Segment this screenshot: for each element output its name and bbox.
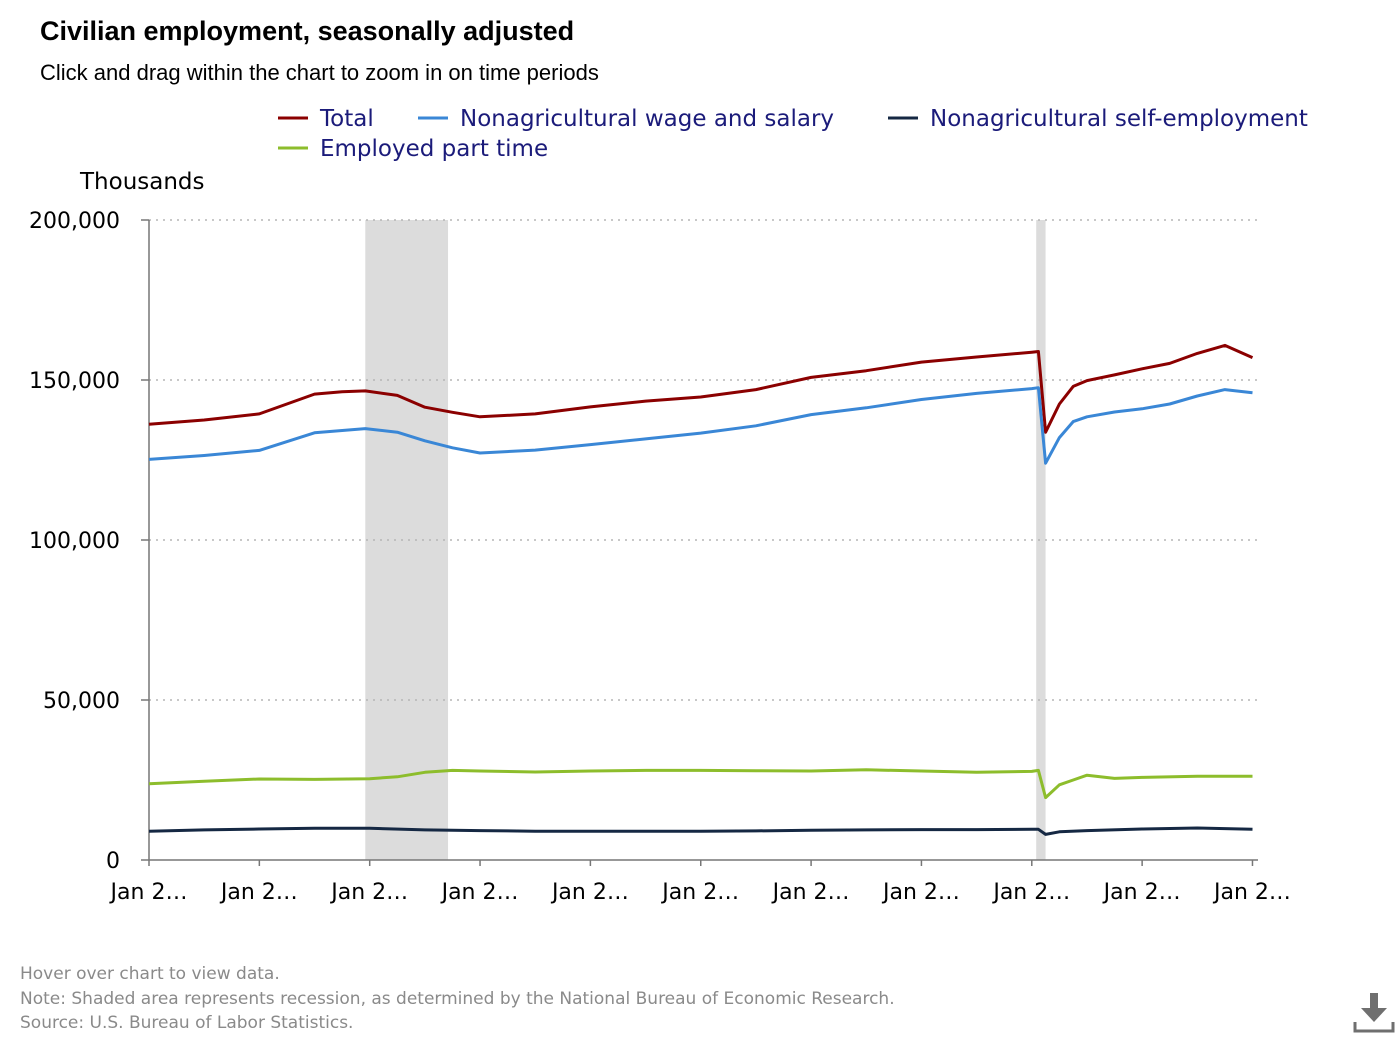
x-tick-label-4: Jan 2… xyxy=(550,880,629,905)
legend-label-3[interactable]: Employed part time xyxy=(320,136,548,162)
y-tick-label-3: 150,000 xyxy=(29,369,120,394)
y-tick-label-0: 0 xyxy=(106,849,120,874)
x-tick-label-7: Jan 2… xyxy=(881,880,960,905)
x-tick-label-1: Jan 2… xyxy=(219,880,298,905)
employment-line-chart[interactable]: 0 50,000 100,000 150,000 200,000 Thousands Jan… xyxy=(0,0,1400,960)
series-line-nonagricultural-wage-and-salary[interactable] xyxy=(148,386,1253,465)
recession-band-0 xyxy=(365,220,449,860)
chart-title: Civilian employment, seasonally adjusted xyxy=(40,16,575,46)
y-axis-label: Thousands xyxy=(79,169,205,195)
chart-footer: Hover over chart to view data. Note: Sha… xyxy=(20,962,895,1036)
legend-label-0[interactable]: Total xyxy=(319,106,374,132)
download-icon[interactable] xyxy=(1352,990,1396,1034)
series-line-nonagricultural-self-employment[interactable] xyxy=(148,826,1253,836)
series-line-total[interactable] xyxy=(148,343,1254,434)
chart-subtitle: Click and drag within the chart to zoom … xyxy=(40,60,599,85)
x-tick-label-0: Jan 2… xyxy=(109,880,188,905)
y-tick-label-4: 200,000 xyxy=(29,209,120,234)
x-tick-label-3: Jan 2… xyxy=(440,880,519,905)
recession-band-1 xyxy=(1036,220,1046,860)
recession-note: Note: Shaded area represents recession, … xyxy=(20,988,895,1009)
x-tick-label-5: Jan 2… xyxy=(660,880,739,905)
series-line-employed-part-time[interactable] xyxy=(148,768,1253,800)
y-tick-label-1: 50,000 xyxy=(43,689,120,714)
hover-hint: Hover over chart to view data. xyxy=(20,964,280,984)
legend-label-1[interactable]: Nonagricultural wage and salary xyxy=(460,106,834,132)
x-tick-label-9: Jan 2… xyxy=(1102,880,1181,905)
source-note: Source: U.S. Bureau of Labor Statistics. xyxy=(20,1013,354,1033)
legend-label-2[interactable]: Nonagricultural self-employment xyxy=(930,106,1308,132)
x-tick-label-6: Jan 2… xyxy=(771,880,850,905)
x-tick-label-10: Jan 2… xyxy=(1212,880,1291,905)
x-tick-label-2: Jan 2… xyxy=(329,880,408,905)
y-tick-label-2: 100,000 xyxy=(29,529,120,554)
x-tick-label-8: Jan 2… xyxy=(991,880,1070,905)
